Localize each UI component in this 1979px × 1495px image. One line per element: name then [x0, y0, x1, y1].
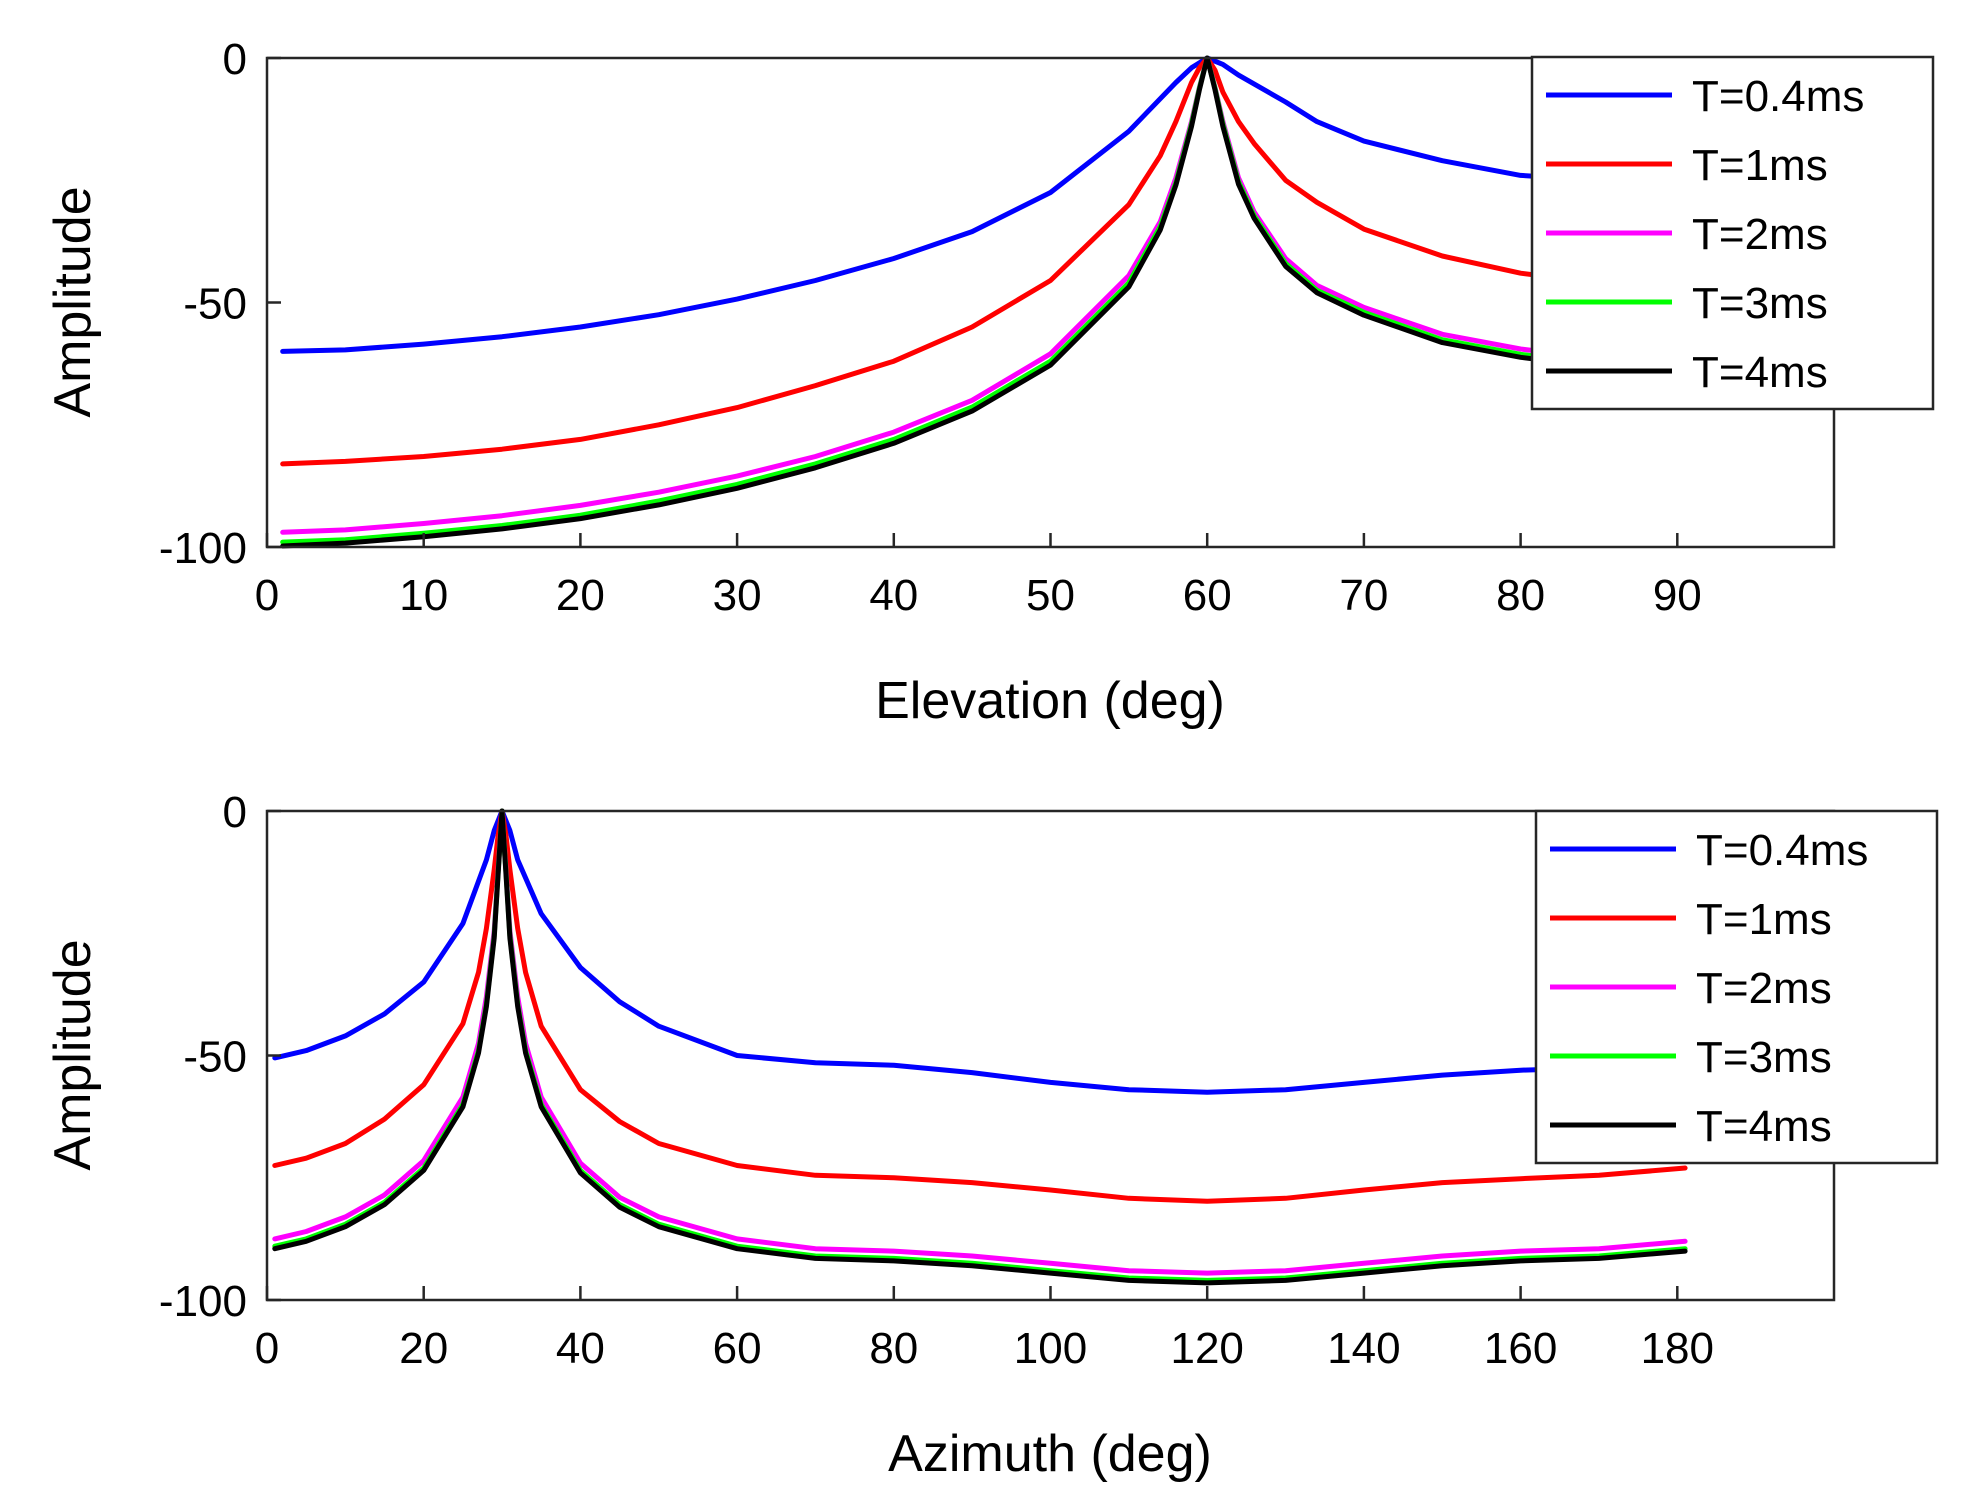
azimuth-x-ticks: 0 20 40 60 80 100 120 140 160 180 [255, 1286, 1714, 1373]
azimuth-legend-label: T=4ms [1696, 1102, 1832, 1151]
elevation-series-line-t-0-4ms [280, 55, 1696, 354]
elevation-x-tick-label: 90 [1653, 571, 1702, 620]
elevation-x-ticks: 0 10 20 30 40 50 60 70 80 90 [255, 533, 1702, 620]
elevation-x-tick-label: 30 [713, 571, 762, 620]
azimuth-legend-entries: T=0.4ms T=1ms T=2ms T=3ms T=4ms [1550, 826, 1868, 1151]
azimuth-series-line-t-4ms [272, 808, 1688, 1286]
elevation-legend-entries: T=0.4ms T=1ms T=2ms T=3ms T=4ms [1546, 72, 1864, 397]
elevation-series-line-t-1ms [280, 55, 1696, 467]
elevation-x-tick-label: 60 [1183, 571, 1232, 620]
elevation-legend-label: T=0.4ms [1692, 72, 1864, 121]
elevation-y-ticks: 0 -50 -100 [159, 35, 281, 573]
azimuth-x-tick-label: 40 [556, 1324, 605, 1373]
elevation-x-tick-label: 80 [1496, 571, 1545, 620]
azimuth-legend: T=0.4ms T=1ms T=2ms T=3ms T=4ms [1534, 809, 1939, 1165]
elevation-x-tick-label: 10 [399, 571, 448, 620]
elevation-series-line-t-4ms [280, 55, 1696, 549]
elevation-x-tick-label: 50 [1026, 571, 1075, 620]
azimuth-x-tick-label: 60 [713, 1324, 762, 1373]
azimuth-y-ticks: 0 -50 -100 [159, 788, 281, 1326]
elevation-x-tick-label: 20 [556, 571, 605, 620]
azimuth-x-tick-label: 140 [1327, 1324, 1400, 1373]
azimuth-series-lines [272, 808, 1688, 1286]
azimuth-y-tick-label: -100 [159, 1277, 247, 1326]
azimuth-x-tick-label: 20 [399, 1324, 448, 1373]
azimuth-legend-label: T=3ms [1696, 1033, 1832, 1082]
azimuth-legend-label: T=1ms [1696, 895, 1832, 944]
azimuth-chart: 0 20 40 60 80 100 120 140 160 180 0 -50 -100 Azimut… [44, 788, 1939, 1483]
elevation-legend-label: T=2ms [1692, 210, 1828, 259]
azimuth-x-tick-label: 180 [1641, 1324, 1714, 1373]
azimuth-x-tick-label: 120 [1170, 1324, 1243, 1373]
azimuth-series-line-t-1ms [272, 808, 1688, 1204]
elevation-chart: 0 10 20 30 40 50 60 70 80 90 0 -50 -100 Elevation (… [44, 35, 1935, 730]
azimuth-x-tick-label: 160 [1484, 1324, 1557, 1373]
elevation-x-tick-label: 0 [255, 571, 279, 620]
azimuth-y-axis-label: Amplitude [44, 939, 102, 1170]
elevation-legend-label: T=4ms [1692, 348, 1828, 397]
elevation-y-tick-label: -50 [183, 280, 247, 329]
azimuth-y-tick-label: -50 [183, 1033, 247, 1082]
elevation-legend-label: T=1ms [1692, 141, 1828, 190]
azimuth-x-tick-label: 100 [1014, 1324, 1087, 1373]
elevation-y-tick-label: 0 [223, 35, 247, 84]
azimuth-legend-label: T=0.4ms [1696, 826, 1868, 875]
azimuth-series-line-t-0-4ms [272, 808, 1688, 1095]
azimuth-y-tick-label: 0 [223, 788, 247, 837]
azimuth-x-tick-label: 80 [869, 1324, 918, 1373]
elevation-y-axis-label: Amplitude [44, 186, 102, 417]
elevation-y-tick-label: -100 [159, 524, 247, 573]
azimuth-legend-label: T=2ms [1696, 964, 1832, 1013]
elevation-x-tick-label: 40 [869, 571, 918, 620]
elevation-x-tick-label: 70 [1339, 571, 1388, 620]
elevation-x-axis-label: Elevation (deg) [875, 672, 1225, 730]
elevation-series-lines [280, 55, 1696, 549]
azimuth-x-tick-label: 0 [255, 1324, 279, 1373]
elevation-legend-label: T=3ms [1692, 279, 1828, 328]
elevation-legend: T=0.4ms T=1ms T=2ms T=3ms T=4ms [1530, 55, 1935, 411]
azimuth-x-axis-label: Azimuth (deg) [888, 1425, 1212, 1483]
